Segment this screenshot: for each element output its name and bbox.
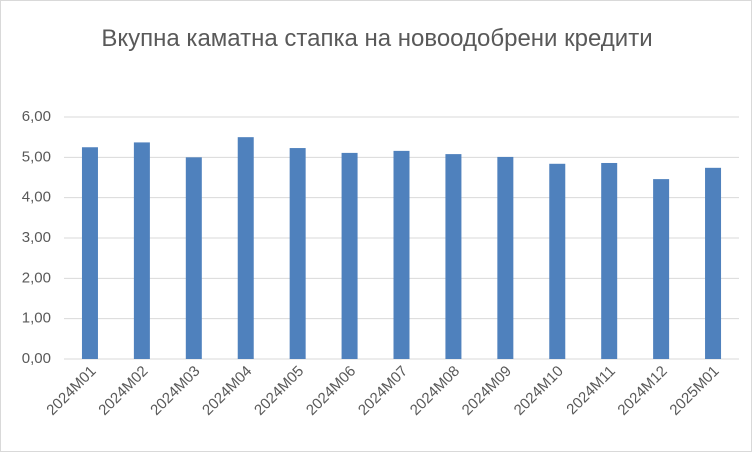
bar <box>705 167 722 359</box>
y-tick-label: 6,00 <box>22 108 51 125</box>
y-tick-label: 3,00 <box>22 229 51 246</box>
bar <box>601 162 618 359</box>
bar <box>81 147 98 359</box>
x-tick-label: 2024M12 <box>614 363 670 419</box>
x-tick-label: 2024M02 <box>95 363 151 419</box>
bar <box>549 163 566 359</box>
x-tick-label: 2024M01 <box>43 363 99 419</box>
x-tick-label: 2024M03 <box>147 363 203 419</box>
x-tick-label: 2024M09 <box>459 363 515 419</box>
x-tick-label: 2024M05 <box>251 363 307 419</box>
bar <box>133 142 150 359</box>
bar <box>185 157 202 359</box>
y-tick-label: 4,00 <box>22 189 51 206</box>
bar <box>393 150 410 359</box>
bar <box>289 148 306 359</box>
y-tick-label: 1,00 <box>22 310 51 327</box>
y-tick-label: 5,00 <box>22 148 51 165</box>
x-tick-label: 2024M10 <box>511 363 567 419</box>
y-tick-label: 2,00 <box>22 269 51 286</box>
x-tick-label: 2025M01 <box>666 363 722 419</box>
bar <box>653 179 670 359</box>
x-tick-label: 2024M11 <box>563 363 618 418</box>
bar <box>341 152 358 359</box>
chart-title: Вкупна каматна стапка на новоодобрени кр… <box>101 25 653 52</box>
x-tick-label: 2024M06 <box>303 363 359 419</box>
bar <box>497 156 514 359</box>
bar <box>237 137 254 359</box>
x-tick-label: 2024M08 <box>407 363 463 419</box>
bar <box>445 154 462 359</box>
x-tick-label: 2024M07 <box>355 363 411 419</box>
y-tick-label: 0,00 <box>22 350 51 367</box>
x-tick-label: 2024M04 <box>199 363 255 419</box>
